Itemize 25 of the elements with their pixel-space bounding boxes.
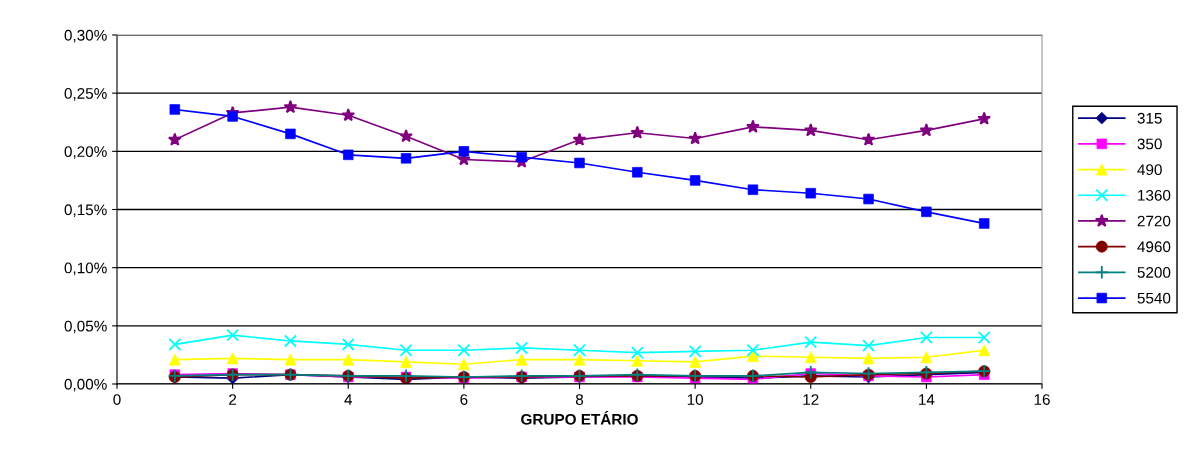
y-tick-label: 0,05% bbox=[64, 320, 107, 334]
x-tick-label: 2 bbox=[229, 394, 237, 405]
legend-label: 5540 bbox=[1137, 292, 1171, 304]
legend-label: 5200 bbox=[1137, 267, 1171, 278]
legend-label: 490 bbox=[1137, 164, 1162, 176]
x-tick-label: 12 bbox=[803, 394, 819, 405]
legend-label: 315 bbox=[1137, 112, 1162, 124]
legend-label: 4960 bbox=[1137, 241, 1171, 253]
x-tick-label: 10 bbox=[687, 394, 704, 405]
y-tick-label: 0,30% bbox=[64, 29, 107, 43]
x-tick-label: 14 bbox=[919, 394, 935, 405]
x-tick-label: 8 bbox=[575, 394, 584, 405]
y-tick-label: 0,00% bbox=[64, 378, 107, 392]
legend-label: 350 bbox=[1137, 138, 1162, 150]
x-tick-label: 6 bbox=[460, 394, 468, 405]
legend-label: 2720 bbox=[1137, 215, 1171, 227]
y-tick-label: 0,15% bbox=[64, 204, 107, 217]
legend-label: 1360 bbox=[1138, 189, 1171, 201]
y-tick-label: 0,10% bbox=[64, 262, 107, 276]
x-axis-title: GRUPO ETÁRIO bbox=[521, 411, 638, 425]
x-tick-label: 16 bbox=[1034, 394, 1050, 405]
y-tick-label: 0,25% bbox=[64, 88, 107, 101]
x-tick-label: 4 bbox=[344, 394, 353, 405]
y-tick-label: 0,20% bbox=[64, 146, 107, 159]
x-tick-label: 0 bbox=[113, 394, 121, 405]
